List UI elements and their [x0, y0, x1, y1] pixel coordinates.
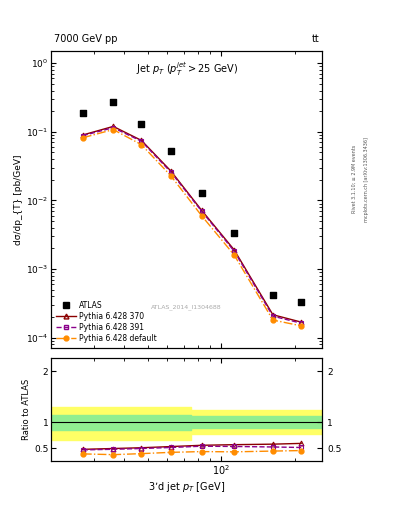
Point — [270, 291, 276, 299]
Text: Rivet 3.1.10; ≥ 2.9M events: Rivet 3.1.10; ≥ 2.9M events — [352, 145, 357, 214]
Y-axis label: dσ/dp_{T} [pb/GeV]: dσ/dp_{T} [pb/GeV] — [14, 155, 23, 245]
Point — [198, 188, 205, 197]
Point — [138, 120, 145, 128]
Point — [80, 109, 86, 117]
Legend: ATLAS, Pythia 6.428 370, Pythia 6.428 391, Pythia 6.428 default: ATLAS, Pythia 6.428 370, Pythia 6.428 39… — [55, 300, 158, 345]
Text: ATLAS_2014_I1304688: ATLAS_2014_I1304688 — [151, 304, 222, 310]
Point — [298, 298, 304, 306]
Text: tt: tt — [312, 34, 320, 44]
Point — [231, 229, 237, 238]
Text: 7000 GeV pp: 7000 GeV pp — [54, 34, 117, 44]
Y-axis label: Ratio to ATLAS: Ratio to ATLAS — [22, 379, 31, 440]
Point — [167, 147, 174, 156]
Text: Jet $p_T$ ($p_T^{jet}>25$ GeV): Jet $p_T$ ($p_T^{jet}>25$ GeV) — [136, 60, 238, 78]
X-axis label: 3’d jet $p_T$ [GeV]: 3’d jet $p_T$ [GeV] — [148, 480, 225, 494]
Text: mcplots.cern.ch [arXiv:1306.3436]: mcplots.cern.ch [arXiv:1306.3436] — [364, 137, 369, 222]
Point — [110, 98, 116, 106]
